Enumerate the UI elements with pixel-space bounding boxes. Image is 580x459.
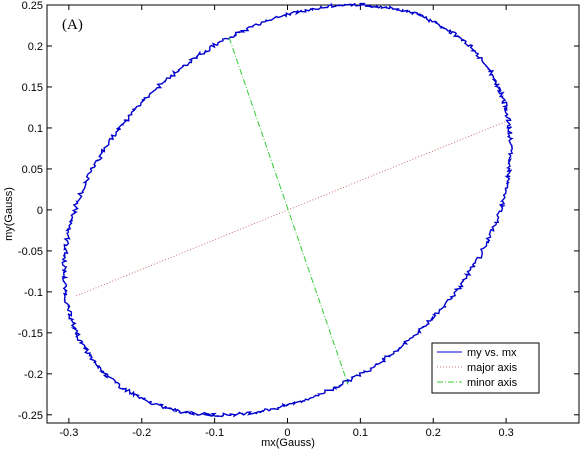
legend-label-data: my vs. mx — [467, 347, 517, 359]
y-tick-label: 0.15 — [22, 82, 43, 94]
y-tick-label: 0.25 — [22, 0, 43, 12]
x-axis: -0.3 -0.2 -0.1 0 0.1 0.2 0.3 — [59, 5, 514, 439]
y-tick-label: 0.2 — [28, 41, 43, 53]
series-minor-axis — [228, 37, 349, 385]
legend: my vs. mx major axis minor axis — [431, 342, 540, 394]
x-tick-label: -0.1 — [205, 427, 224, 439]
x-tick-label: -0.3 — [59, 427, 78, 439]
y-tick-label: -0.1 — [24, 287, 43, 299]
y-tick-label: -0.25 — [18, 410, 43, 422]
legend-box — [431, 342, 540, 394]
x-tick-label: 0.2 — [426, 427, 441, 439]
y-tick-label: -0.15 — [18, 328, 43, 340]
y-tick-label: 0.1 — [28, 123, 43, 135]
legend-label-major: major axis — [467, 362, 518, 374]
x-tick-label: 0.1 — [353, 427, 368, 439]
legend-label-minor: minor axis — [467, 377, 518, 389]
series-layer — [61, 2, 514, 418]
x-tick-label: -0.2 — [132, 427, 151, 439]
y-axis: 0.25 0.2 0.15 0.1 0.05 0 -0.05 -0.1 -0.15 -0.2 -0.… — [18, 0, 579, 422]
x-axis-title: mx(Gauss) — [261, 437, 315, 449]
y-tick-label: -0.05 — [18, 246, 43, 258]
panel-label: (A) — [62, 17, 83, 33]
y-tick-label: -0.2 — [24, 369, 43, 381]
y-tick-label: 0.05 — [22, 164, 43, 176]
x-tick-label: 0.3 — [498, 427, 513, 439]
y-axis-title: my(Gauss) — [3, 187, 15, 241]
y-tick-label: 0 — [37, 205, 43, 217]
x-tick-label: 0 — [284, 427, 290, 439]
series-my-vs-mx — [61, 2, 514, 418]
